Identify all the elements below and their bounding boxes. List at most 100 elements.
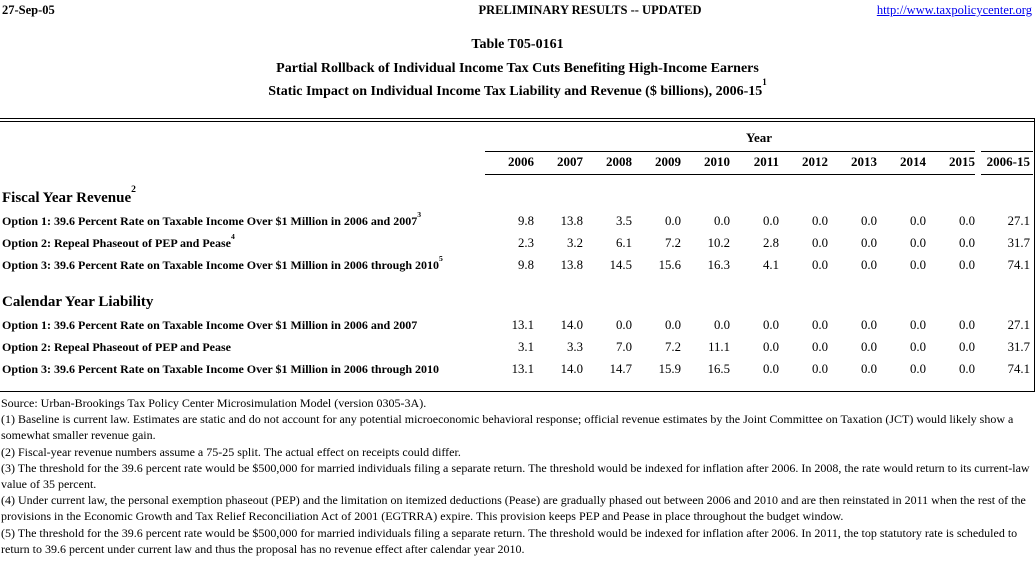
year-header-underline-total bbox=[981, 174, 1033, 175]
value-cell: 7.0 bbox=[616, 340, 632, 354]
value-cell: 0.0 bbox=[959, 236, 975, 250]
year-header-row: 2006 2007 2008 2009 2010 2011 2012 2013 … bbox=[0, 154, 1035, 170]
preliminary-status: PRELIMINARY RESULTS -- UPDATED bbox=[478, 3, 702, 17]
value-cell: 0.0 bbox=[959, 258, 975, 272]
value-cell: 4.1 bbox=[763, 258, 779, 272]
value-cell: 16.5 bbox=[707, 362, 730, 376]
value-cell: 13.1 bbox=[511, 362, 534, 376]
row-footnote-marker: 5 bbox=[439, 253, 443, 263]
row-label: Option 2: Repeal Phaseout of PEP and Pea… bbox=[0, 232, 485, 251]
footnotes: Source: Urban-Brookings Tax Policy Cente… bbox=[1, 395, 1034, 557]
footnote-5: (5) The threshold for the 39.6 percent r… bbox=[1, 525, 1018, 556]
value-cell: 3.2 bbox=[567, 236, 583, 250]
value-cell: 7.2 bbox=[665, 340, 681, 354]
year-header-cell-total: 2006-15 bbox=[986, 154, 1030, 169]
year-header-cell: 2008 bbox=[606, 154, 632, 169]
value-cell: 14.5 bbox=[609, 258, 632, 272]
value-cell: 16.3 bbox=[707, 258, 730, 272]
row-label-text: Option 2: Repeal Phaseout of PEP and Pea… bbox=[2, 236, 232, 250]
value-cell: 15.9 bbox=[658, 362, 681, 376]
year-group-label: Year bbox=[746, 130, 772, 145]
value-cell-total: 27.1 bbox=[1007, 214, 1030, 228]
results-table: Year 2006 2007 2008 2009 2010 2011 2012 … bbox=[0, 118, 1035, 392]
row-label: Option 1: 39.6 Percent Rate on Taxable I… bbox=[0, 318, 485, 333]
value-cell: 3.3 bbox=[567, 340, 583, 354]
year-header-cell: 2014 bbox=[900, 154, 926, 169]
value-cell: 0.0 bbox=[763, 340, 779, 354]
value-cell: 3.1 bbox=[518, 340, 534, 354]
footnote-4: (4) Under current law, the personal exem… bbox=[1, 493, 1026, 524]
table-row: Option 3: 39.6 Percent Rate on Taxable I… bbox=[0, 362, 1035, 377]
value-cell: 0.0 bbox=[861, 340, 877, 354]
year-header-cell: 2006 bbox=[508, 154, 534, 169]
subtitle-footnote-marker: 1 bbox=[762, 77, 767, 88]
year-header-cell: 2015 bbox=[949, 154, 975, 169]
section-heading-calendar: Calendar Year Liability bbox=[2, 294, 153, 311]
table-row: Option 2: Repeal Phaseout of PEP and Pea… bbox=[0, 340, 1035, 355]
row-label-text: Option 2: Repeal Phaseout of PEP and Pea… bbox=[2, 340, 232, 354]
value-cell: 0.0 bbox=[714, 214, 730, 228]
footnote-1: (1) Baseline is current law. Estimates a… bbox=[1, 412, 1014, 443]
website-link[interactable]: http://www.taxpolicycenter.org bbox=[876, 3, 1032, 17]
value-cell-total: 74.1 bbox=[1007, 362, 1030, 376]
value-cell: 0.0 bbox=[910, 362, 926, 376]
row-label: Option 2: Repeal Phaseout of PEP and Pea… bbox=[0, 340, 485, 355]
value-cell: 15.6 bbox=[658, 258, 681, 272]
value-cell: 0.0 bbox=[812, 362, 828, 376]
source-note: Source: Urban-Brookings Tax Policy Cente… bbox=[1, 396, 427, 410]
value-cell: 2.3 bbox=[518, 236, 534, 250]
table-subtitle: Static Impact on Individual Income Tax L… bbox=[0, 78, 1035, 108]
value-cell: 0.0 bbox=[763, 318, 779, 332]
section-heading-text: Fiscal Year Revenue bbox=[2, 190, 132, 206]
table-row: Option 1: 39.6 Percent Rate on Taxable I… bbox=[0, 318, 1035, 333]
value-cell: 0.0 bbox=[861, 362, 877, 376]
value-cell: 0.0 bbox=[910, 318, 926, 332]
value-cell-total: 27.1 bbox=[1007, 318, 1030, 332]
value-cell: 0.0 bbox=[812, 318, 828, 332]
value-cell-total: 31.7 bbox=[1007, 340, 1030, 354]
table-row: Option 1: 39.6 Percent Rate on Taxable I… bbox=[0, 210, 1035, 229]
value-cell: 0.0 bbox=[861, 258, 877, 272]
row-label-text: Option 1: 39.6 Percent Rate on Taxable I… bbox=[2, 318, 418, 332]
table-row: Option 2: Repeal Phaseout of PEP and Pea… bbox=[0, 232, 1035, 251]
value-cell: 0.0 bbox=[665, 214, 681, 228]
value-cell: 0.0 bbox=[910, 340, 926, 354]
value-cell: 6.1 bbox=[616, 236, 632, 250]
value-cell: 0.0 bbox=[763, 362, 779, 376]
value-cell-total: 31.7 bbox=[1007, 236, 1030, 250]
section-heading-fiscal: Fiscal Year Revenue2 bbox=[2, 184, 136, 207]
value-cell: 9.8 bbox=[518, 214, 534, 228]
footnote-2: (2) Fiscal-year revenue numbers assume a… bbox=[1, 444, 461, 459]
value-cell: 0.0 bbox=[812, 236, 828, 250]
row-label: Option 3: 39.6 Percent Rate on Taxable I… bbox=[0, 254, 485, 273]
section-heading-text: Calendar Year Liability bbox=[2, 294, 154, 310]
row-label-text: Option 1: 39.6 Percent Rate on Taxable I… bbox=[2, 214, 418, 228]
section-footnote-marker: 2 bbox=[131, 183, 136, 195]
value-cell: 0.0 bbox=[910, 258, 926, 272]
row-footnote-marker: 4 bbox=[231, 231, 235, 241]
title-block: Table T05-0161 Partial Rollback of Indiv… bbox=[0, 37, 1035, 108]
value-cell: 7.2 bbox=[665, 236, 681, 250]
top-double-rule bbox=[0, 118, 1034, 122]
value-cell: 14.0 bbox=[560, 318, 583, 332]
report-date: 27-Sep-05 bbox=[2, 3, 55, 17]
value-cell: 0.0 bbox=[959, 214, 975, 228]
value-cell: 0.0 bbox=[861, 214, 877, 228]
footnote-3: (3) The threshold for the 39.6 percent r… bbox=[1, 460, 1030, 492]
table-title: Partial Rollback of Individual Income Ta… bbox=[276, 60, 759, 76]
value-cell-total: 74.1 bbox=[1007, 258, 1030, 272]
row-label-text: Option 3: 39.6 Percent Rate on Taxable I… bbox=[2, 362, 440, 376]
value-cell: 0.0 bbox=[812, 340, 828, 354]
value-cell: 10.2 bbox=[707, 236, 730, 250]
value-cell: 0.0 bbox=[665, 318, 681, 332]
year-header-cell: 2011 bbox=[753, 154, 779, 169]
value-cell: 0.0 bbox=[812, 214, 828, 228]
year-header-cell: 2010 bbox=[704, 154, 730, 169]
value-cell: 13.1 bbox=[511, 318, 534, 332]
row-label-text: Option 3: 39.6 Percent Rate on Taxable I… bbox=[2, 258, 440, 272]
value-cell: 11.1 bbox=[708, 340, 730, 354]
table-row: Option 3: 39.6 Percent Rate on Taxable I… bbox=[0, 254, 1035, 273]
value-cell: 0.0 bbox=[763, 214, 779, 228]
table-number: Table T05-0161 bbox=[471, 37, 564, 52]
